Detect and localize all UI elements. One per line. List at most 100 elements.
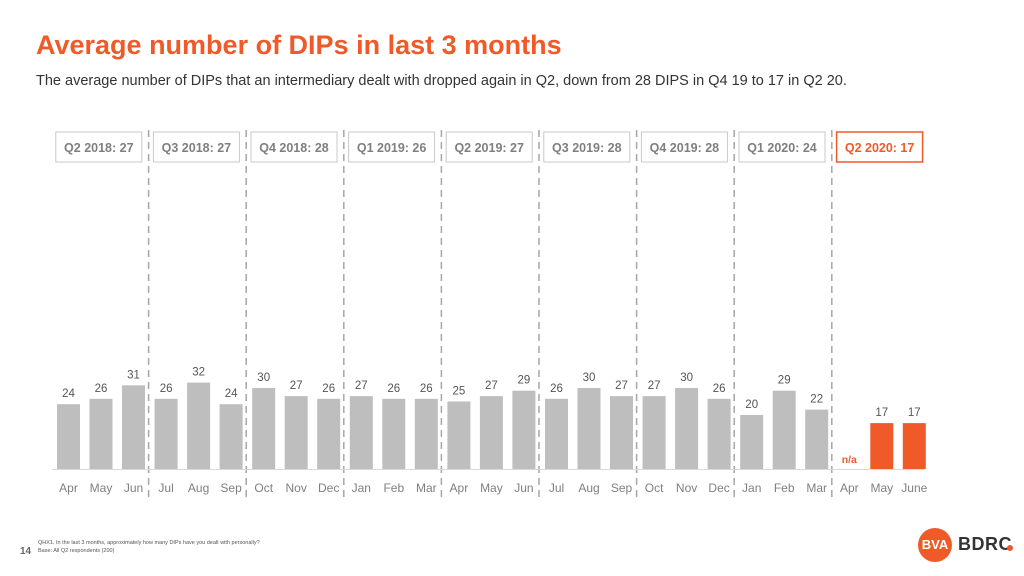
bar (707, 398, 731, 469)
bar-value-label: 24 (62, 388, 75, 400)
bar (349, 396, 373, 469)
bar (219, 404, 243, 469)
bar-value-label: 30 (680, 372, 693, 384)
quarter-label-box (250, 131, 338, 163)
page-title: Average number of DIPs in last 3 months (36, 30, 562, 60)
month-tick-label: Jan (742, 481, 761, 495)
month-tick-label: Oct (254, 481, 273, 495)
bar-value-label: 17 (875, 407, 888, 419)
footnote: QHX1. In the last 3 months, approximatel… (38, 539, 260, 555)
bar (187, 382, 211, 469)
bar-value-label: 26 (387, 383, 400, 395)
bar (414, 398, 438, 469)
bar-value-label: 30 (257, 372, 270, 384)
month-tick-label: Jul (158, 481, 173, 495)
month-tick-label: Jan (352, 481, 371, 495)
bar-value-label: 24 (225, 388, 238, 400)
bar (902, 423, 926, 469)
bar (675, 388, 699, 469)
month-tick-label: Dec (318, 481, 339, 495)
month-tick-label: Jul (549, 481, 564, 495)
quarter-label: Q2 2018: 27 (64, 141, 134, 155)
bar (642, 396, 666, 469)
logo-dot (1007, 545, 1013, 551)
bar (154, 398, 178, 469)
quarter-label: Q2 2019: 27 (454, 141, 524, 155)
quarter-label-box (835, 131, 924, 163)
quarter-label: Q1 2019: 26 (357, 141, 427, 155)
bar-value-label: 26 (160, 383, 173, 395)
quarter-label-box (738, 131, 826, 163)
bva-logo-mark: BVA (918, 528, 952, 562)
bar (512, 390, 536, 469)
bar-value-label: 29 (518, 375, 531, 387)
month-tick-label: Jun (124, 481, 143, 495)
month-tick-label: Apr (450, 481, 469, 495)
bar-value-label: 26 (95, 383, 108, 395)
bar (447, 401, 471, 469)
quarter-label: Q3 2019: 28 (552, 141, 622, 155)
quarter-label: Q1 2020: 24 (747, 141, 817, 155)
bar (122, 385, 145, 469)
page-subtitle: The average number of DIPs that an inter… (36, 73, 847, 89)
bar-value-label: 26 (322, 383, 335, 395)
bdrc-logo-text: BDRC (958, 534, 1012, 554)
month-tick-label: Jun (514, 481, 533, 495)
quarter-label: Q4 2018: 28 (259, 141, 329, 155)
month-tick-label: Mar (806, 481, 827, 495)
quarter-label-box (445, 131, 533, 163)
quarter-label: Q3 2018: 27 (162, 141, 232, 155)
bar-value-label: 32 (192, 367, 205, 379)
month-tick-label: Feb (774, 481, 795, 495)
bar-value-label: 27 (615, 380, 628, 392)
month-tick-label: Nov (286, 481, 307, 495)
bar-value-label: 26 (420, 383, 433, 395)
month-tick-label: Oct (645, 481, 664, 495)
bar (740, 415, 764, 469)
footnote-base: Base: All Q2 respondents (200) (38, 548, 115, 554)
bar-value-label: 17 (908, 407, 921, 419)
bar (545, 398, 568, 469)
bar-value-label: 25 (453, 386, 466, 398)
bar-value-label: 29 (778, 375, 791, 387)
bar (577, 388, 601, 469)
bar (805, 409, 829, 469)
month-tick-label: May (90, 481, 113, 495)
bar (57, 404, 80, 469)
quarter-label-box (348, 131, 436, 163)
month-tick-label: Sep (220, 481, 242, 495)
month-tick-label: Dec (708, 481, 729, 495)
bar (89, 398, 113, 469)
bar-value-label: 22 (810, 394, 823, 406)
bva-bdrc-logo: BVA BDRC (918, 528, 1014, 562)
month-tick-label: Nov (676, 481, 697, 495)
quarter-label: Q2 2020: 17 (845, 141, 915, 155)
bar-value-label: 27 (290, 380, 303, 392)
bar (870, 423, 894, 469)
page-number: 14 (20, 546, 32, 557)
na-label: n/a (842, 454, 857, 466)
bar (317, 398, 341, 469)
bar-value-label: 26 (713, 383, 726, 395)
month-tick-label: Sep (611, 481, 633, 495)
month-tick-label: May (480, 481, 503, 495)
month-tick-label: Aug (188, 481, 209, 495)
bar (772, 390, 796, 469)
bar (479, 396, 503, 469)
quarter-label-box (640, 131, 728, 163)
bar (284, 396, 308, 469)
bar-value-label: 27 (648, 380, 661, 392)
month-tick-label: Apr (840, 481, 859, 495)
month-tick-label: Apr (59, 481, 78, 495)
quarter-label-box (55, 131, 143, 163)
bar-value-label: 30 (583, 372, 596, 384)
month-tick-label: Feb (383, 481, 404, 495)
quarter-label: Q4 2019: 28 (650, 141, 720, 155)
bar-value-label: 27 (355, 380, 368, 392)
quarter-label-box (152, 131, 240, 163)
month-tick-label: June (901, 481, 927, 495)
bar-value-label: 26 (550, 383, 563, 395)
month-tick-label: Mar (416, 481, 437, 495)
month-tick-label: Aug (578, 481, 599, 495)
